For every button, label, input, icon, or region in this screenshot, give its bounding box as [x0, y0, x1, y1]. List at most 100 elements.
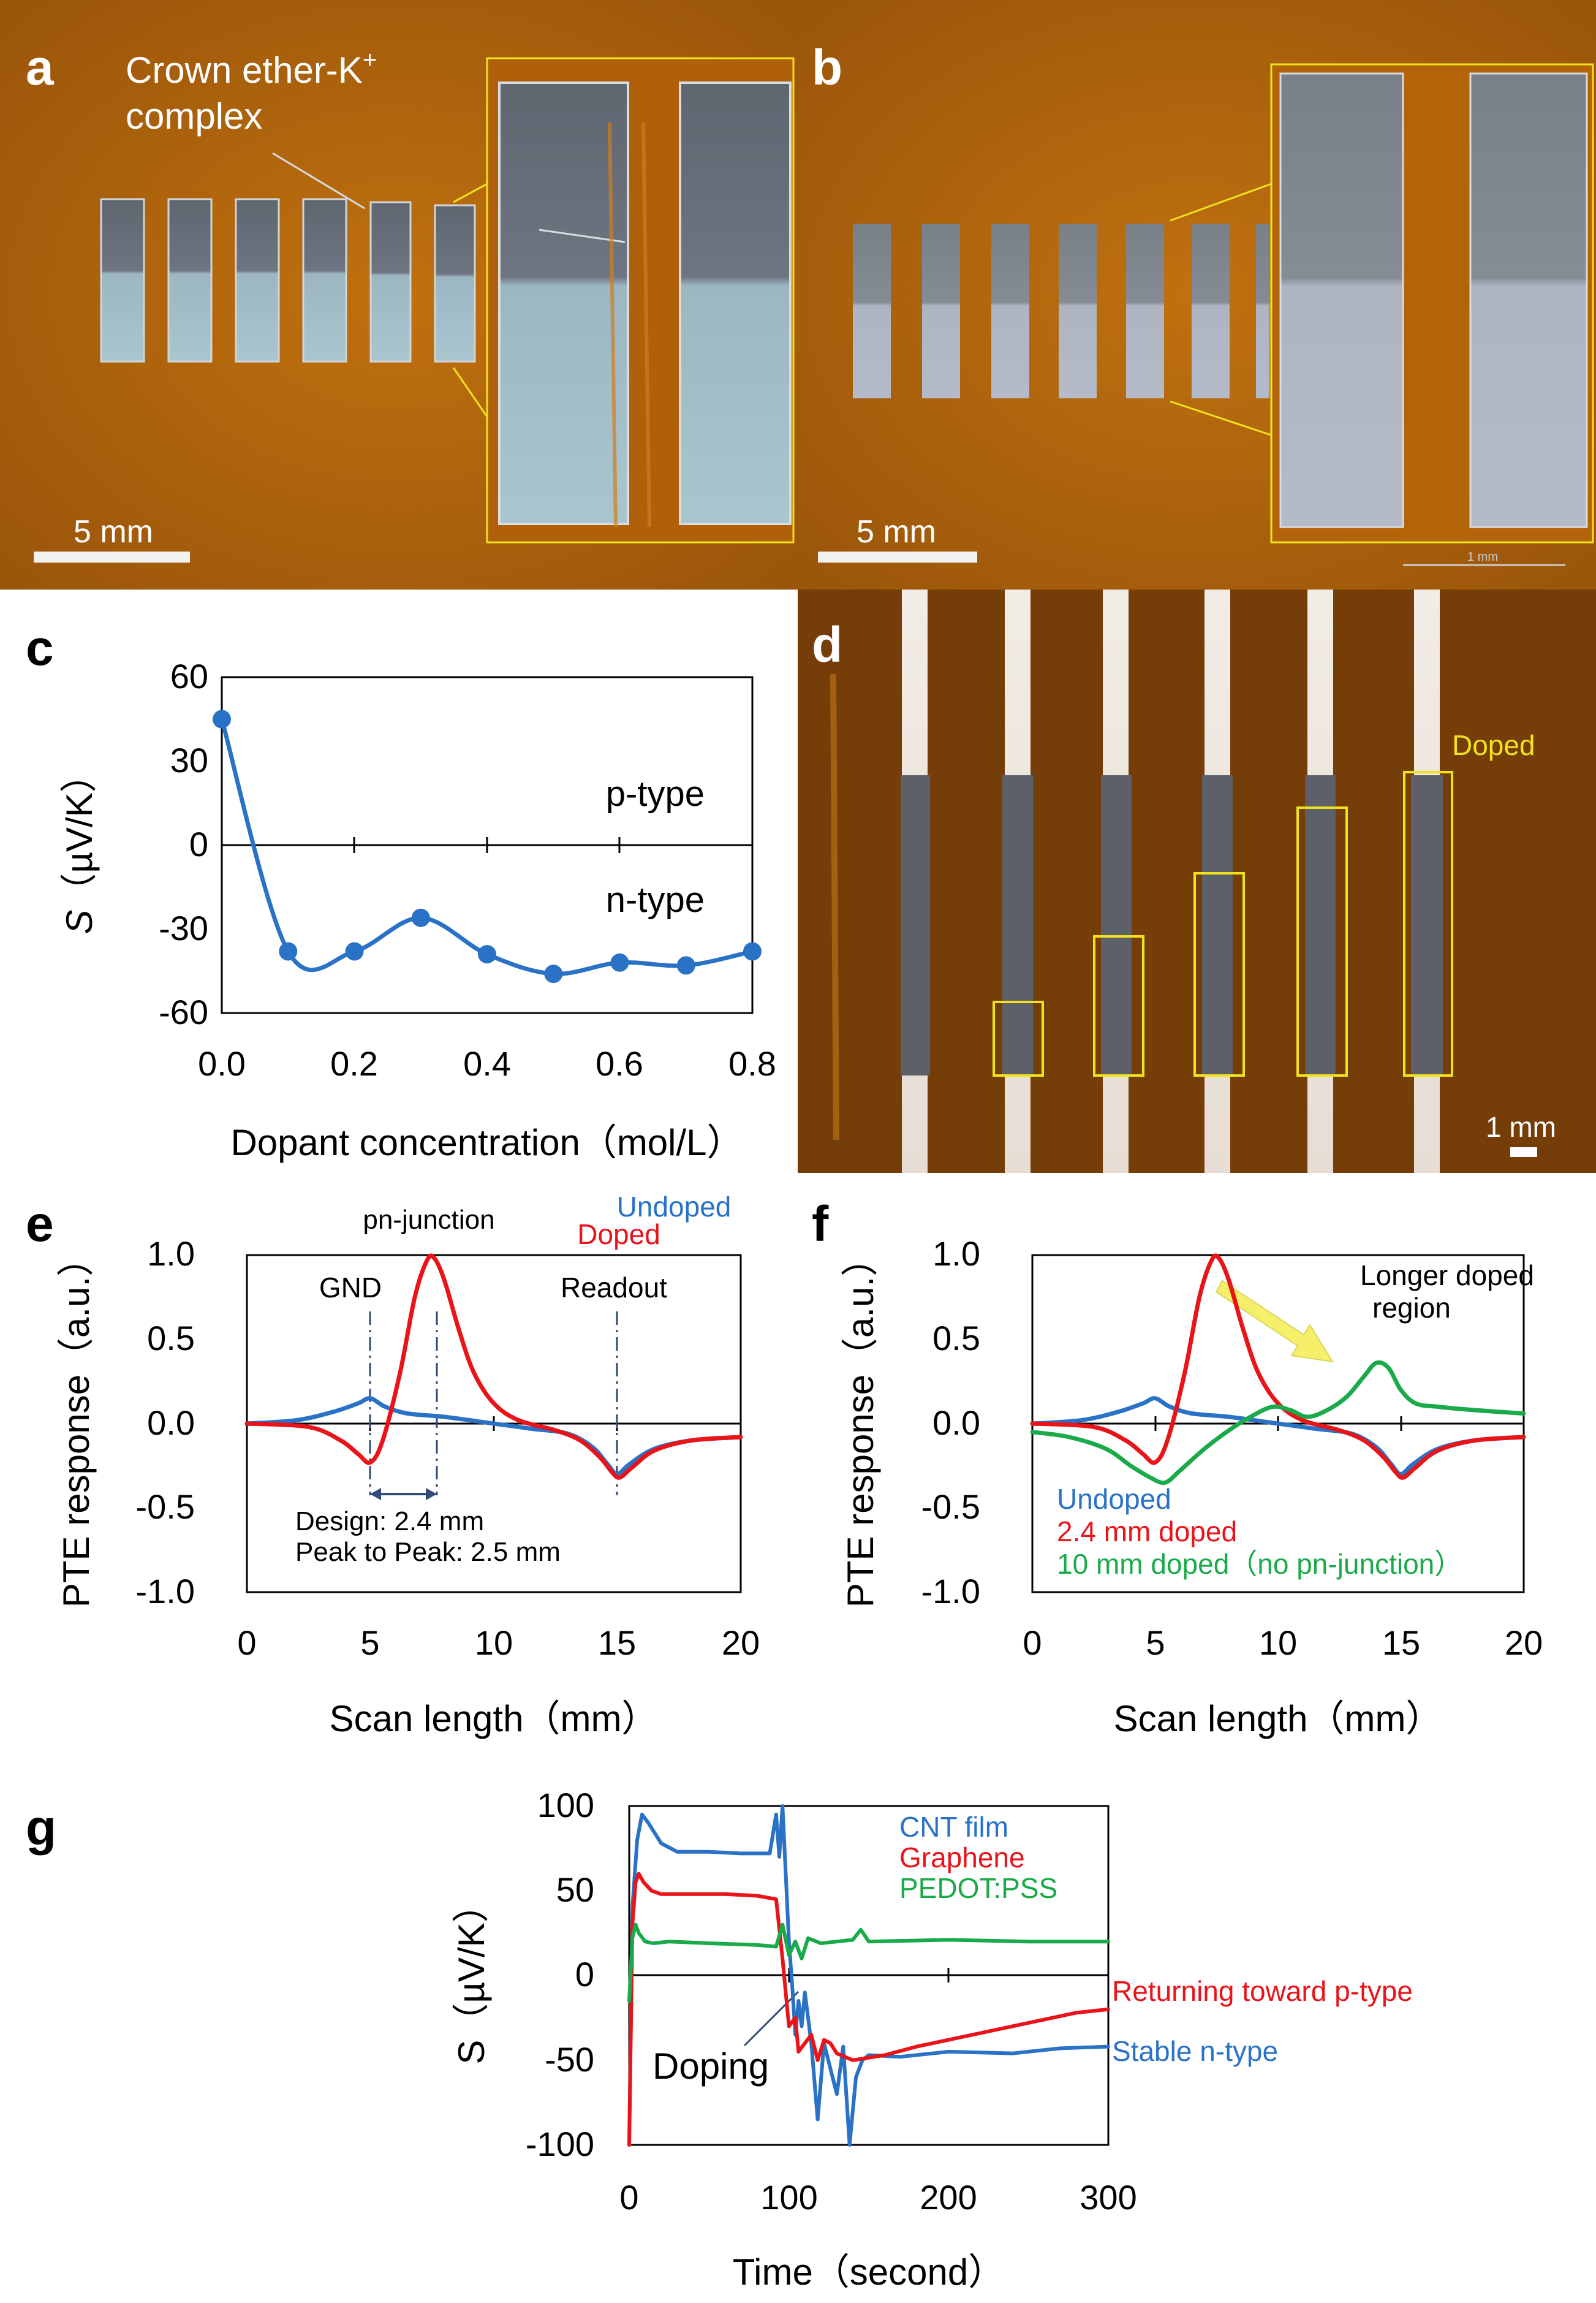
film-channel — [1202, 775, 1233, 1076]
x-tick-label: 10 — [1259, 1623, 1297, 1662]
x-axis-label: Scan length（mm） — [330, 1698, 659, 1739]
series-line-2-4-mm-doped — [1030, 1253, 1526, 1480]
film-strip — [235, 198, 280, 363]
legend-undoped: Undoped — [1057, 1483, 1171, 1515]
y-tick-label: 0.0 — [147, 1403, 195, 1442]
data-point — [213, 710, 231, 729]
y-tick-label: 0.5 — [932, 1319, 980, 1357]
series-line-undoped — [244, 1396, 743, 1476]
series-line-pedot-pss — [627, 1922, 1110, 2003]
x-tick-label: 0.0 — [198, 1044, 246, 1083]
film-strip — [1126, 224, 1164, 398]
film-strip — [100, 198, 145, 363]
inset-film-left — [498, 82, 629, 525]
panel-c: c 60 30 0 -30 -60 0.0 0.2 0.4 0.6 0.8 p-… — [26, 620, 776, 1163]
x-axis-label: Time（second） — [733, 2252, 1005, 2293]
inset-connector — [1170, 183, 1272, 222]
doped-region-box — [1403, 771, 1453, 1077]
annotation-line1: Crown ether-K — [126, 50, 363, 91]
x-tick-label: 200 — [920, 2178, 977, 2217]
film-strip — [1059, 224, 1097, 398]
series-line-doped — [244, 1253, 743, 1480]
film-strip — [302, 198, 347, 363]
doped-region-box — [1296, 806, 1348, 1077]
label-returning: Returning toward p-type — [1112, 1975, 1413, 2007]
panel-b-inset: 1 mm — [1170, 63, 1594, 566]
panel-e: e 1.0 0.5 0.0 -0.5 -1.0 0 5 10 15 20 Sca… — [26, 1191, 760, 1739]
x-tick-label: 300 — [1080, 2178, 1136, 2217]
y-axis-label: S（µV/K） — [59, 756, 100, 934]
series-line-undoped — [1030, 1396, 1526, 1476]
scale-bar-label: 1 mm — [1486, 1111, 1556, 1143]
annotation-pointer — [272, 152, 365, 210]
y-tick-label: -0.5 — [136, 1487, 195, 1526]
panel-label-f: f — [812, 1196, 829, 1252]
x-tick-label: 5 — [1146, 1623, 1165, 1662]
panel-f-plot-area — [1030, 1253, 1526, 1485]
panel-c-plot-area — [213, 710, 762, 984]
legend-pedot-pss: PEDOT:PSS — [899, 1872, 1057, 1904]
panel-d-doped-boxes — [993, 771, 1453, 1077]
x-tick-label: 0 — [1023, 1623, 1042, 1662]
x-tick-label: 5 — [360, 1623, 379, 1662]
y-tick-label: 50 — [556, 1870, 594, 1909]
y-tick-label: -1.0 — [921, 1572, 981, 1611]
film-strip — [434, 204, 476, 363]
y-axis-label: S（µV/K） — [451, 1886, 492, 2064]
inset-film-right — [679, 82, 792, 525]
design-arrow-head — [426, 1488, 437, 1500]
inset-connector — [452, 367, 488, 417]
data-point — [610, 953, 629, 972]
annotation-complex: complex — [126, 96, 262, 137]
legend-doped: Doped — [577, 1218, 660, 1250]
x-tick-label: 20 — [1505, 1623, 1543, 1662]
label-readout: Readout — [561, 1272, 667, 1303]
label-stable: Stable n-type — [1112, 2035, 1278, 2067]
legend-graphene: Graphene — [899, 1842, 1025, 1873]
x-tick-label: 100 — [760, 2178, 817, 2217]
x-tick-label: 0.2 — [330, 1044, 378, 1083]
film-channel — [1101, 775, 1132, 1076]
label-gnd: GND — [319, 1272, 382, 1303]
y-tick-label: 0.5 — [147, 1319, 195, 1357]
panel-label-a: a — [26, 40, 55, 96]
region-label-n: n-type — [606, 880, 705, 920]
y-tick-label: -1.0 — [136, 1572, 195, 1611]
series-line-10-mm-doped-no-pn-junction — [1030, 1360, 1526, 1485]
y-tick-label: 0 — [575, 1955, 594, 1994]
legend-undoped: Undoped — [617, 1191, 732, 1223]
film-strip — [922, 224, 960, 398]
y-tick-label: 100 — [537, 1786, 594, 1824]
annotation-crown-ether: Crown ether-K+ — [126, 47, 377, 91]
x-tick-label: 0.6 — [596, 1044, 643, 1083]
design-arrow-head — [370, 1488, 381, 1500]
y-tick-label: 0 — [189, 825, 208, 863]
inset-scale-label: 1 mm — [1467, 550, 1498, 564]
data-point — [544, 965, 563, 984]
y-tick-label: 1.0 — [932, 1234, 980, 1273]
panel-label-b: b — [812, 40, 842, 96]
film-strip — [1192, 224, 1230, 398]
doped-label: Doped — [1452, 729, 1535, 761]
y-tick-label: 60 — [170, 657, 208, 696]
y-tick-label: 0.0 — [932, 1403, 980, 1442]
inset-connector — [1170, 400, 1272, 436]
film-strip — [369, 201, 412, 363]
y-tick-label: -60 — [159, 993, 208, 1031]
scale-bar — [34, 552, 190, 563]
scale-bar — [818, 552, 977, 563]
x-tick-label: 10 — [475, 1623, 513, 1662]
legend-10mm-doped: 10 mm doped（no pn-junction） — [1057, 1548, 1462, 1580]
x-tick-marks — [353, 837, 621, 853]
inset-film-left — [1279, 72, 1404, 528]
data-point — [345, 942, 364, 961]
y-tick-label: -100 — [526, 2125, 594, 2163]
peak-to-peak-text: Peak to Peak: 2.5 mm — [295, 1537, 561, 1567]
panel-f: f 1.0 0.5 0.0 -0.5 -1.0 0 5 10 15 20 Sca… — [812, 1196, 1543, 1739]
series-line-s — [219, 717, 755, 976]
data-point — [279, 942, 298, 961]
y-axis-label-italic: S — [59, 910, 100, 935]
panel-label-c: c — [26, 620, 54, 676]
film-channel — [901, 775, 930, 1076]
